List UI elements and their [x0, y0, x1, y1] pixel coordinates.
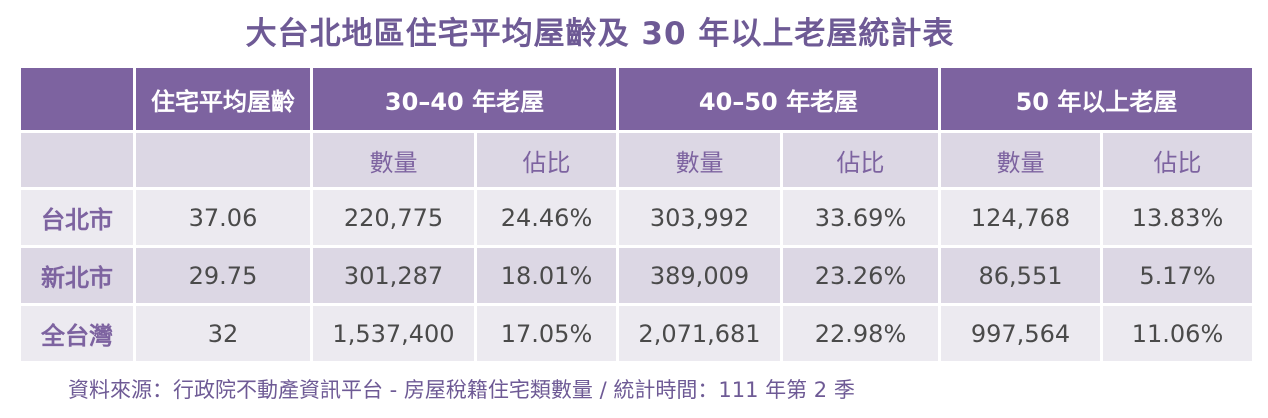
row-label: 全台灣 — [18, 303, 136, 364]
ratio-cell: 11.06% — [1100, 303, 1255, 364]
avg-age-cell: 37.06 — [133, 187, 313, 248]
header-50-plus: 50 年以上老屋 — [938, 65, 1255, 133]
count-cell: 1,537,400 — [310, 303, 477, 364]
ratio-cell: 13.83% — [1100, 187, 1255, 248]
header-30-40: 30–40 年老屋 — [310, 65, 619, 133]
table-row: 全台灣 32 1,537,400 17.05% 2,071,681 22.98%… — [18, 303, 1255, 364]
source-note: 資料來源：行政院不動產資訊平台 - 房屋稅籍住宅類數量 / 統計時間：111 年… — [68, 378, 855, 402]
ratio-cell: 18.01% — [474, 245, 619, 306]
housing-age-table: 住宅平均屋齡 30–40 年老屋 40–50 年老屋 50 年以上老屋 數量 佔… — [18, 65, 1255, 364]
row-label: 台北市 — [18, 187, 136, 248]
row-label: 新北市 — [18, 245, 136, 306]
count-cell: 86,551 — [938, 245, 1103, 306]
subheader-row: 數量 佔比 數量 佔比 數量 佔比 — [18, 130, 1255, 190]
avg-age-cell: 32 — [133, 303, 313, 364]
count-cell: 301,287 — [310, 245, 477, 306]
header-40-50: 40–50 年老屋 — [616, 65, 941, 133]
ratio-cell: 22.98% — [780, 303, 941, 364]
count-cell: 997,564 — [938, 303, 1103, 364]
page-title: 大台北地區住宅平均屋齡及 30 年以上老屋統計表 — [245, 16, 955, 52]
header-avg-age: 住宅平均屋齡 — [133, 65, 313, 133]
header-row: 住宅平均屋齡 30–40 年老屋 40–50 年老屋 50 年以上老屋 — [18, 65, 1255, 133]
avg-age-cell: 29.75 — [133, 245, 313, 306]
ratio-cell: 17.05% — [474, 303, 619, 364]
subheader-ratio: 佔比 — [780, 130, 941, 190]
ratio-cell: 5.17% — [1100, 245, 1255, 306]
ratio-cell: 24.46% — [474, 187, 619, 248]
subheader-ratio: 佔比 — [1100, 130, 1255, 190]
header-corner — [18, 65, 136, 133]
table-row: 台北市 37.06 220,775 24.46% 303,992 33.69% … — [18, 187, 1255, 248]
subheader-count: 數量 — [616, 130, 783, 190]
count-cell: 124,768 — [938, 187, 1103, 248]
table-row: 新北市 29.75 301,287 18.01% 389,009 23.26% … — [18, 245, 1255, 306]
subheader-count: 數量 — [938, 130, 1103, 190]
ratio-cell: 23.26% — [780, 245, 941, 306]
count-cell: 303,992 — [616, 187, 783, 248]
subheader-cell — [133, 130, 313, 190]
count-cell: 220,775 — [310, 187, 477, 248]
count-cell: 389,009 — [616, 245, 783, 306]
count-cell: 2,071,681 — [616, 303, 783, 364]
subheader-cell — [18, 130, 136, 190]
subheader-ratio: 佔比 — [474, 130, 619, 190]
subheader-count: 數量 — [310, 130, 477, 190]
ratio-cell: 33.69% — [780, 187, 941, 248]
